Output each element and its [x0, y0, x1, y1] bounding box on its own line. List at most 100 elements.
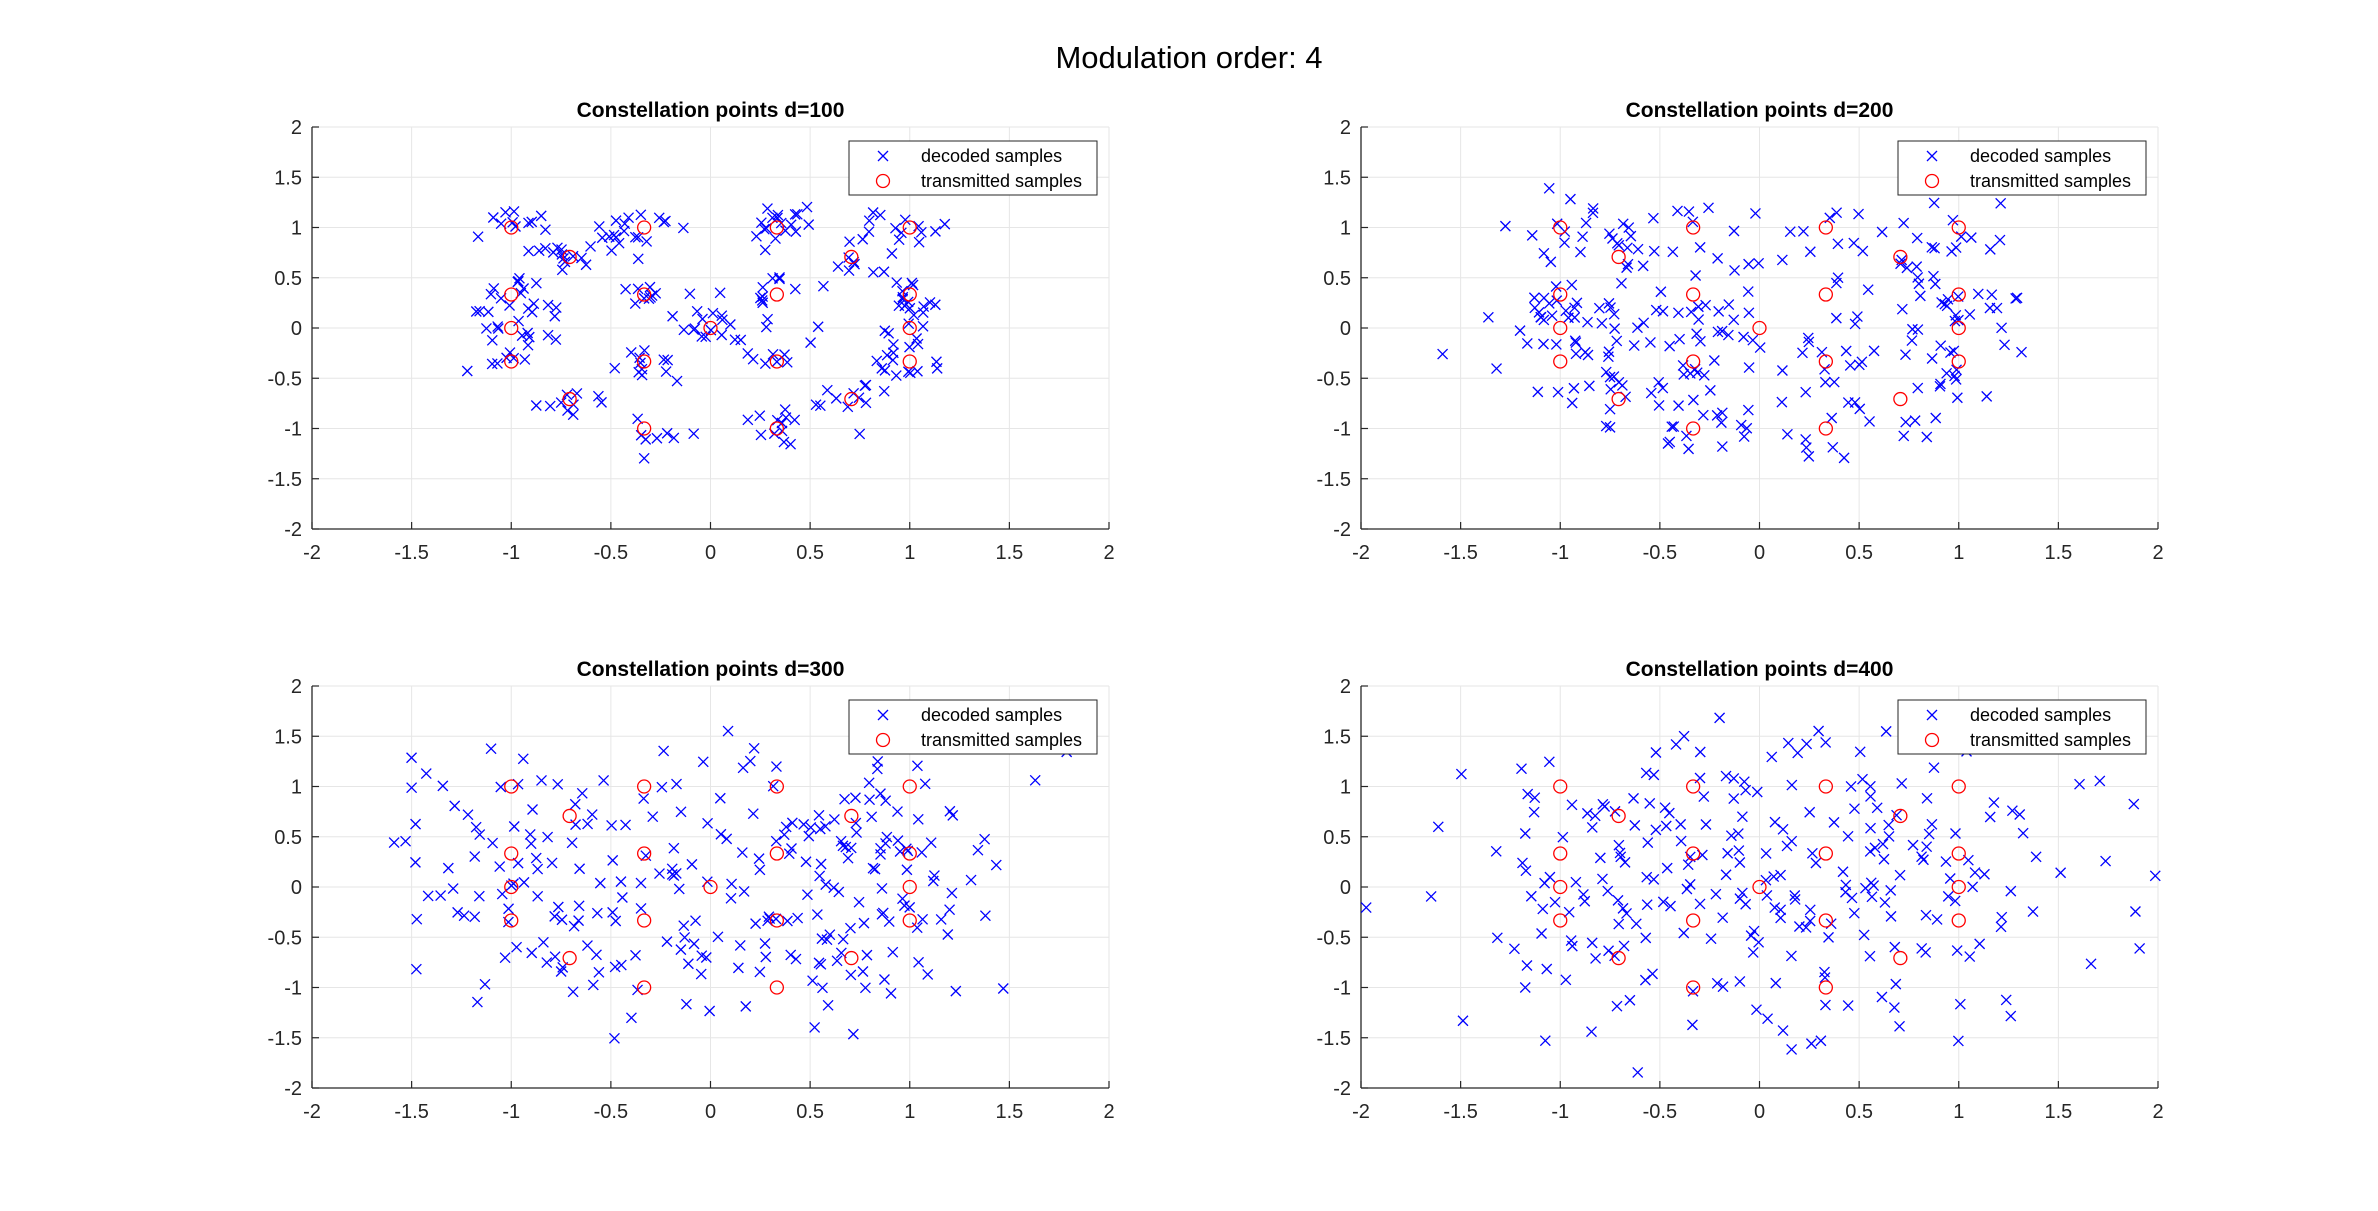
y-tick-label: -2 — [1333, 519, 1351, 541]
decoded-sample-point — [1743, 258, 1755, 270]
decoded-sample-point — [523, 245, 535, 257]
decoded-sample-point — [2011, 292, 2023, 304]
decoded-sample-point — [785, 438, 797, 450]
transmitted-sample-point — [1685, 421, 1701, 436]
decoded-sample-point — [1736, 887, 1748, 899]
decoded-sample-point — [1597, 798, 1609, 810]
decoded-sample-point — [569, 798, 581, 810]
decoded-sample-point — [1749, 207, 1761, 219]
decoded-sample-point — [762, 313, 774, 325]
decoded-sample-point — [790, 226, 802, 238]
decoded-sample-point — [435, 890, 447, 902]
decoded-sample-point — [814, 400, 826, 412]
decoded-sample-point — [1729, 264, 1740, 276]
legend-box — [848, 699, 1098, 755]
legend-transmitted-marker — [875, 732, 891, 748]
decoded-sample-point — [2149, 870, 2161, 882]
decoded-sample-point — [1950, 828, 1961, 839]
decoded-sample-point — [1935, 340, 1947, 352]
decoded-sample-point — [837, 933, 849, 945]
decoded-sample-point — [732, 962, 744, 974]
decoded-sample-point — [871, 355, 883, 367]
decoded-sample-point — [724, 319, 736, 330]
decoded-sample-point — [485, 288, 497, 300]
decoded-sample-point — [1803, 336, 1815, 348]
decoded-sample-point — [585, 240, 596, 252]
decoded-sample-point — [1613, 918, 1625, 930]
decoded-sample-point — [1898, 217, 1910, 229]
decoded-sample-point — [527, 804, 538, 815]
decoded-sample-point — [763, 911, 775, 923]
decoded-sample-point — [1967, 881, 1979, 893]
decoded-sample-point — [1916, 851, 1928, 863]
decoded-sample-point — [671, 375, 683, 387]
decoded-sample-point — [524, 828, 536, 840]
decoded-sample-point — [598, 775, 610, 786]
y-tick-label: 1 — [1340, 218, 1351, 240]
decoded-sample-point — [1857, 245, 1869, 257]
decoded-sample-point — [1687, 394, 1699, 406]
decoded-sample-point — [1916, 942, 1928, 954]
decoded-sample-point — [819, 820, 831, 832]
legend-decoded-marker — [1926, 709, 1938, 721]
decoded-sample-point — [1888, 1002, 1900, 1014]
y-tick-label: -1 — [284, 978, 302, 1000]
decoded-sample-point — [410, 818, 422, 830]
x-tick-label: -1 — [1551, 542, 1569, 564]
decoded-sample-point — [1819, 376, 1831, 388]
transmitted-sample-point — [769, 220, 785, 235]
x-tick-label: -1 — [502, 1101, 520, 1123]
decoded-sample-point — [854, 428, 866, 440]
decoded-sample-point — [822, 999, 834, 1011]
decoded-sample-point — [1552, 386, 1564, 398]
decoded-sample-point — [1917, 854, 1929, 866]
decoded-sample-point — [1605, 383, 1617, 395]
decoded-sample-point — [1672, 307, 1684, 319]
decoded-sample-point — [863, 215, 875, 227]
decoded-sample-point — [1742, 404, 1754, 416]
decoded-sample-point — [1848, 237, 1860, 249]
decoded-sample-point — [1885, 910, 1897, 922]
decoded-sample-point — [567, 986, 579, 998]
decoded-sample-point — [1951, 945, 1963, 956]
decoded-sample-point — [1734, 893, 1746, 905]
decoded-sample-point — [930, 356, 942, 368]
decoded-sample-point — [1837, 866, 1849, 878]
decoded-sample-point — [1931, 914, 1943, 925]
decoded-sample-point — [1694, 898, 1706, 910]
decoded-sample-point — [630, 949, 641, 961]
decoded-sample-point — [1842, 830, 1854, 842]
decoded-sample-point — [1593, 302, 1605, 314]
decoded-sample-point — [1944, 347, 1956, 358]
decoded-sample-point — [876, 882, 888, 894]
decoded-sample-point — [872, 755, 884, 767]
decoded-sample-point — [487, 837, 499, 849]
decoded-sample-point — [1830, 277, 1842, 289]
decoded-sample-point — [1844, 359, 1856, 371]
decoded-sample-point — [911, 922, 923, 934]
decoded-sample-point — [635, 902, 647, 914]
decoded-sample-point — [523, 217, 534, 229]
decoded-sample-point — [1694, 335, 1706, 347]
decoded-sample-point — [864, 794, 876, 806]
decoded-sample-point — [517, 753, 529, 765]
decoded-sample-point — [1955, 231, 1967, 243]
decoded-sample-point — [1525, 890, 1537, 902]
decoded-sample-point — [1569, 335, 1581, 347]
decoded-sample-point — [843, 265, 855, 277]
decoded-sample-point — [1777, 1025, 1789, 1037]
transmitted-samples-series — [1553, 779, 1966, 995]
decoded-sample-point — [1770, 977, 1782, 989]
decoded-sample-point — [1734, 857, 1746, 868]
decoded-sample-point — [1926, 818, 1938, 830]
decoded-sample-point — [1630, 918, 1642, 930]
decoded-sample-point — [935, 913, 947, 925]
decoded-sample-point — [1581, 807, 1593, 819]
decoded-sample-point — [1642, 837, 1654, 849]
decoded-sample-point — [635, 429, 647, 441]
decoded-sample-point — [774, 273, 785, 285]
transmitted-sample-point — [1553, 220, 1568, 235]
decoded-sample-point — [1717, 981, 1729, 993]
decoded-sample-point — [1950, 373, 1962, 385]
decoded-sample-point — [1639, 974, 1651, 986]
